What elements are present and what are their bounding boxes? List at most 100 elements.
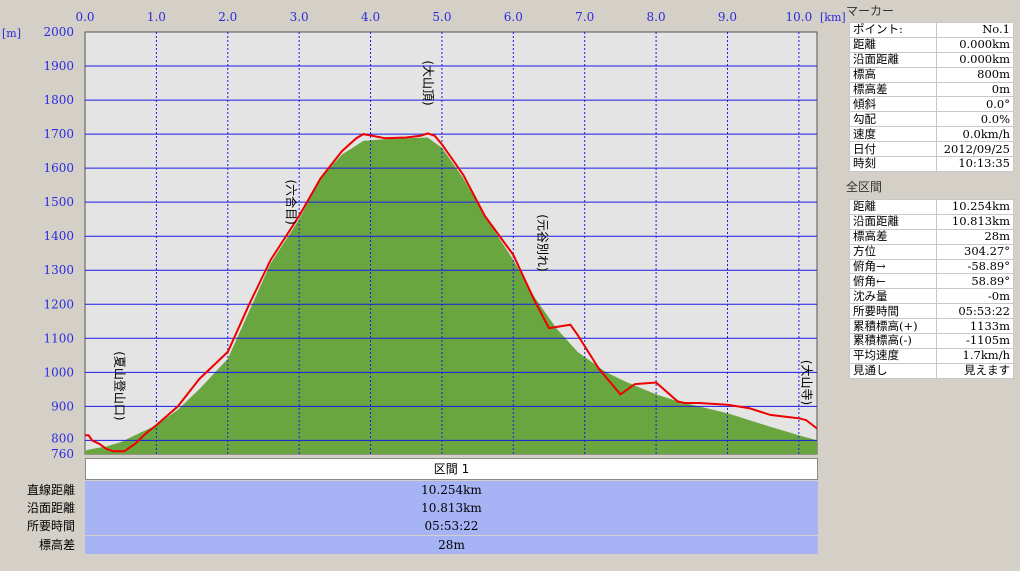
annotation-label: (大山寺) [799,360,813,405]
section-panel-label: 累積標高(+) [849,318,937,335]
marker-panel-label: 傾斜 [849,96,937,113]
marker-panel-label: 日付 [849,141,937,158]
y-tick-label: 1400 [43,229,74,243]
y-tick-label: 1000 [43,365,74,379]
marker-panel-row: 標高 800m [849,66,1014,83]
section-panel-value: 10.254km [936,199,1014,215]
marker-panel-row: 沿面距離 0.000km [849,51,1014,68]
marker-panel-row: ポイント: No.1 [849,22,1014,38]
section-panel-value: 1.7km/h [936,347,1014,364]
y-tick-label: 2000 [43,25,74,39]
section-panel-row: 累積標高(+) 1133m [849,318,1014,335]
x-tick-label: 7.0 [575,10,594,24]
x-axis-ticks: 0.0 1.0 2.0 3.0 4.0 5.0 6.0 7.0 8.0 9.0 10.0 [75,10,812,24]
section-panel-label: 標高差 [849,228,937,245]
marker-panel-label: ポイント: [849,22,937,38]
marker-panel-value: 0.0% [936,111,1014,128]
annotation-label: (六合目) [284,179,299,224]
summary-panel: 区間 1 直線距離 10.254km 沿面距離 10.813km 所要時間 05:53:2… [0,458,820,571]
section-panel-row: 距離 10.254km [849,199,1014,215]
summary-row: 所要時間 05:53:22 [0,517,820,536]
marker-panel-label: 勾配 [849,111,937,128]
x-tick-label: 9.0 [718,10,737,24]
summary-label: 沿面距離 [26,501,75,516]
marker-panel-label: 標高差 [849,81,937,98]
summary-row: 沿面距離 10.813km [0,499,820,518]
section-panel-label: 沈み量 [849,288,937,305]
terrain-area [85,137,817,454]
marker-panel-value: 0.0km/h [936,126,1014,143]
section-panel-label: 俯角→ [849,258,937,275]
marker-panel-value: No.1 [936,22,1014,38]
section-panel-row: 所要時間 05:53:22 [849,303,1014,320]
section-panel-row: 沿面距離 10.813km [849,213,1014,230]
y-tick-label: 1100 [43,331,74,345]
y-tick-label: 1600 [43,161,74,175]
section-panel-label: 方位 [849,243,937,260]
y-tick-label: 1500 [43,195,74,209]
y-tick-label: 900 [51,399,74,413]
marker-panel-row: 距離 0.000km [849,36,1014,53]
x-tick-label: 4.0 [361,10,380,24]
x-tick-label: 0.0 [75,10,94,24]
marker-panel-value: 10:13:35 [936,156,1014,172]
marker-panel-value: 2012/09/25 [936,141,1014,158]
y-tick-label: 1300 [43,263,74,277]
y-tick-label: 1200 [43,297,74,311]
marker-panel-title: マーカー [846,4,895,18]
section-panel-label: 平均速度 [849,347,937,364]
section-panel: 距離 10.254km 沿面距離 10.813km 標高差 28m 方位 304.27° 俯角→… [849,199,1014,379]
y-axis-ticks: 2000 1900 1800 1700 1600 1500 1400 1300 1200 1100… [43,25,74,458]
section-panel-row: 見通し 見えます [849,362,1014,379]
marker-panel-label: 沿面距離 [849,51,937,68]
section-panel-value: -58.89° [936,258,1014,275]
y-tick-label: 800 [51,431,74,445]
section-panel-row: 俯角← 58.89° [849,273,1014,290]
section-panel-value: 1133m [936,318,1014,335]
y-tick-label: 1900 [43,59,74,73]
section-panel-value: 10.813km [936,213,1014,230]
y-tick-label: 1700 [43,127,74,141]
summary-value: 28m [85,535,818,554]
section-panel-value: 304.27° [936,243,1014,260]
section-panel-row: 方位 304.27° [849,243,1014,260]
section-panel-row: 沈み量 -0m [849,288,1014,305]
marker-panel-value: 0m [936,81,1014,98]
elevation-chart[interactable]: 0.0 1.0 2.0 3.0 4.0 5.0 6.0 7.0 8.0 9.0 10.0 2000 1… [0,0,845,458]
section-panel-label: 沿面距離 [849,213,937,230]
section-panel-label: 累積標高(-) [849,333,937,349]
marker-panel-label: 距離 [849,36,937,53]
x-tick-label: 6.0 [504,10,523,24]
marker-panel-row: 日付 2012/09/25 [849,141,1014,158]
section-panel-label: 所要時間 [849,303,937,320]
section-panel-value: 58.89° [936,273,1014,290]
section-panel-label: 距離 [849,199,937,215]
section-panel-label: 見通し [849,362,937,379]
y-tick-label: 1800 [43,93,74,107]
summary-label: 所要時間 [26,519,75,534]
annotation-label: (元谷別れ) [535,214,549,271]
summary-value: 10.254km [85,481,818,499]
marker-panel-row: 速度 0.0km/h [849,126,1014,143]
track-line[interactable] [85,132,818,453]
section-panel-label: 俯角← [849,273,937,290]
marker-panel-label: 標高 [849,66,937,83]
section-panel-value: -0m [936,288,1014,305]
section-panel-row: 累積標高(-) -1105m [849,333,1014,349]
marker-panel-label: 速度 [849,126,937,143]
marker-panel-value: 0.0° [936,96,1014,113]
x-tick-label: 3.0 [290,10,309,24]
annotation-label: (大山頂) [421,60,435,105]
section-panel-row: 標高差 28m [849,228,1014,245]
marker-panel-label: 時刻 [849,156,937,172]
y-tick-label: 760 [51,447,74,458]
x-tick-label: 2.0 [218,10,237,24]
marker-panel-value: 0.000km [936,51,1014,68]
summary-row: 標高差 28m [0,535,820,554]
y-axis-unit: [m] [2,27,21,40]
section-panel-value: 見えます [936,362,1014,379]
section-panel-value: 05:53:22 [936,303,1014,320]
marker-panel-row: 時刻 10:13:35 [849,156,1014,172]
summary-header[interactable]: 区間 1 [85,458,818,480]
marker-panel-row: 勾配 0.0% [849,111,1014,128]
